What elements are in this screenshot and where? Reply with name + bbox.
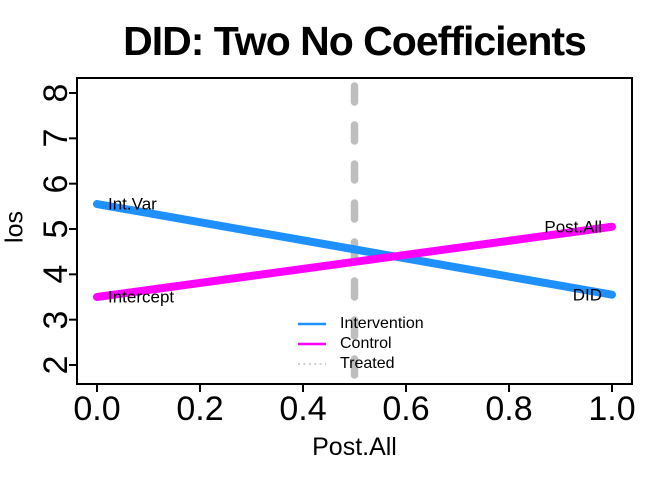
legend-item-control: Control xyxy=(297,334,424,354)
plot-box xyxy=(76,77,633,385)
intervention-line xyxy=(93,200,616,299)
y-tick-label-7: 7 xyxy=(37,128,75,148)
x-tick-label-0.0: 0.0 xyxy=(73,390,121,428)
annotation-post-all: Post.All xyxy=(544,217,602,237)
annotation-did: DID xyxy=(572,285,602,305)
legend: Intervention Control Treated xyxy=(297,314,424,374)
control-line xyxy=(93,222,616,301)
legend-label: Control xyxy=(340,335,392,352)
x-tick-label-0.4: 0.4 xyxy=(279,390,327,428)
y-tick-label-4: 4 xyxy=(37,264,75,284)
chart-title: DID: Two No Coefficients xyxy=(123,18,587,64)
y-tick-label-2: 2 xyxy=(37,355,75,375)
x-tick-label-0.8: 0.8 xyxy=(485,390,533,428)
x-tick-label-1.0: 1.0 xyxy=(588,390,636,428)
y-tick-label-6: 6 xyxy=(37,174,75,194)
x-tick-label-0.6: 0.6 xyxy=(382,390,430,428)
annotation-intercept: Intercept xyxy=(108,287,175,307)
x-axis-label: Post.All xyxy=(312,433,397,461)
legend-line-sample-dotted xyxy=(298,363,326,365)
legend-item-intervention: Intervention xyxy=(297,314,424,334)
y-axis-label: los xyxy=(0,211,29,243)
legend-line-sample-solid xyxy=(298,342,326,346)
y-tick-label-8: 8 xyxy=(37,83,75,103)
y-tick-label-5: 5 xyxy=(37,219,75,239)
legend-item-treated: Treated xyxy=(297,354,424,374)
annotation-int-var: Int.Var xyxy=(108,194,157,214)
legend-label: Intervention xyxy=(340,315,424,332)
legend-line-sample-solid xyxy=(298,322,326,326)
legend-label: Treated xyxy=(340,355,395,372)
x-tick-label-0.2: 0.2 xyxy=(176,390,224,428)
y-tick-label-3: 3 xyxy=(37,310,75,330)
